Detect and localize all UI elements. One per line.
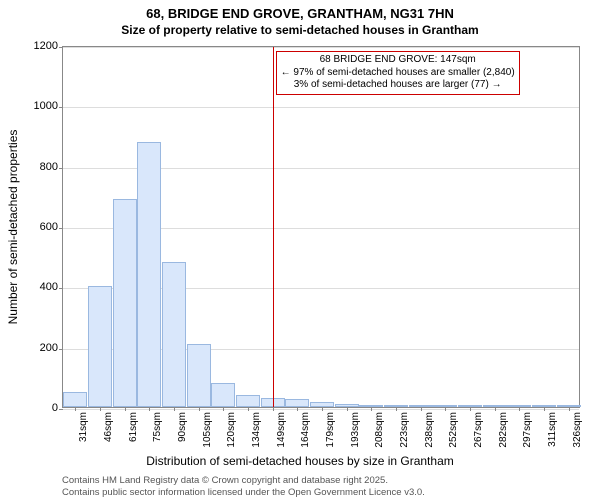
annot-line: 3% of semi-detached houses are larger (7… <box>281 79 515 92</box>
xtick-label: 75sqm <box>152 412 163 442</box>
xtick-label: 120sqm <box>226 412 237 448</box>
xtick-label: 61sqm <box>128 412 139 442</box>
xtick-label: 31sqm <box>78 412 89 442</box>
xtick-label: 252sqm <box>448 412 459 448</box>
gridline-h <box>63 107 579 108</box>
xtick-label: 282sqm <box>498 412 509 448</box>
x-axis-label: Distribution of semi-detached houses by … <box>0 454 600 468</box>
histogram-bar <box>187 344 211 407</box>
xtick-label: 238sqm <box>424 412 435 448</box>
chart-container: 68, BRIDGE END GROVE, GRANTHAM, NG31 7HN… <box>0 0 600 500</box>
footer-line1: Contains HM Land Registry data © Crown c… <box>62 475 425 486</box>
gridline-h <box>63 47 579 48</box>
xtick-label: 311sqm <box>547 412 558 447</box>
histogram-bar <box>137 142 161 407</box>
title-main: 68, BRIDGE END GROVE, GRANTHAM, NG31 7HN <box>0 0 600 21</box>
xtick-label: 105sqm <box>202 412 213 448</box>
histogram-bar <box>113 199 137 407</box>
plot-area: 68 BRIDGE END GROVE: 147sqm← 97% of semi… <box>62 46 580 408</box>
xtick-label: 193sqm <box>350 412 361 448</box>
xtick-label: 46sqm <box>103 412 114 442</box>
histogram-bar <box>162 262 186 407</box>
ytick-label: 200 <box>18 342 58 354</box>
xtick-label: 90sqm <box>177 412 188 442</box>
footer-line2: Contains public sector information licen… <box>62 487 425 498</box>
reference-line <box>273 47 274 407</box>
ytick-label: 1000 <box>18 100 58 112</box>
annot-line: 68 BRIDGE END GROVE: 147sqm <box>281 54 515 67</box>
ytick-label: 1200 <box>18 40 58 52</box>
histogram-bar <box>63 392 87 407</box>
xtick-label: 134sqm <box>251 412 262 448</box>
footer-attribution: Contains HM Land Registry data © Crown c… <box>62 475 425 498</box>
xtick-label: 297sqm <box>522 412 533 448</box>
ytick-label: 0 <box>18 402 58 414</box>
ytick-label: 800 <box>18 161 58 173</box>
xtick-label: 208sqm <box>374 412 385 448</box>
xtick-label: 149sqm <box>276 412 287 448</box>
annot-line: ← 97% of semi-detached houses are smalle… <box>281 67 515 80</box>
xtick-label: 326sqm <box>572 412 583 448</box>
title-sub: Size of property relative to semi-detach… <box>0 21 600 37</box>
xtick-label: 223sqm <box>399 412 410 448</box>
histogram-bar <box>211 383 235 407</box>
annotation-box: 68 BRIDGE END GROVE: 147sqm← 97% of semi… <box>276 51 520 95</box>
histogram-bar <box>236 395 260 407</box>
histogram-bar <box>285 399 309 407</box>
ytick-label: 400 <box>18 281 58 293</box>
histogram-bar <box>88 286 112 407</box>
ytick-label: 600 <box>18 221 58 233</box>
xtick-label: 164sqm <box>300 412 311 448</box>
gridline-h <box>63 409 579 410</box>
xtick-label: 179sqm <box>325 412 336 448</box>
xtick-label: 267sqm <box>473 412 484 448</box>
